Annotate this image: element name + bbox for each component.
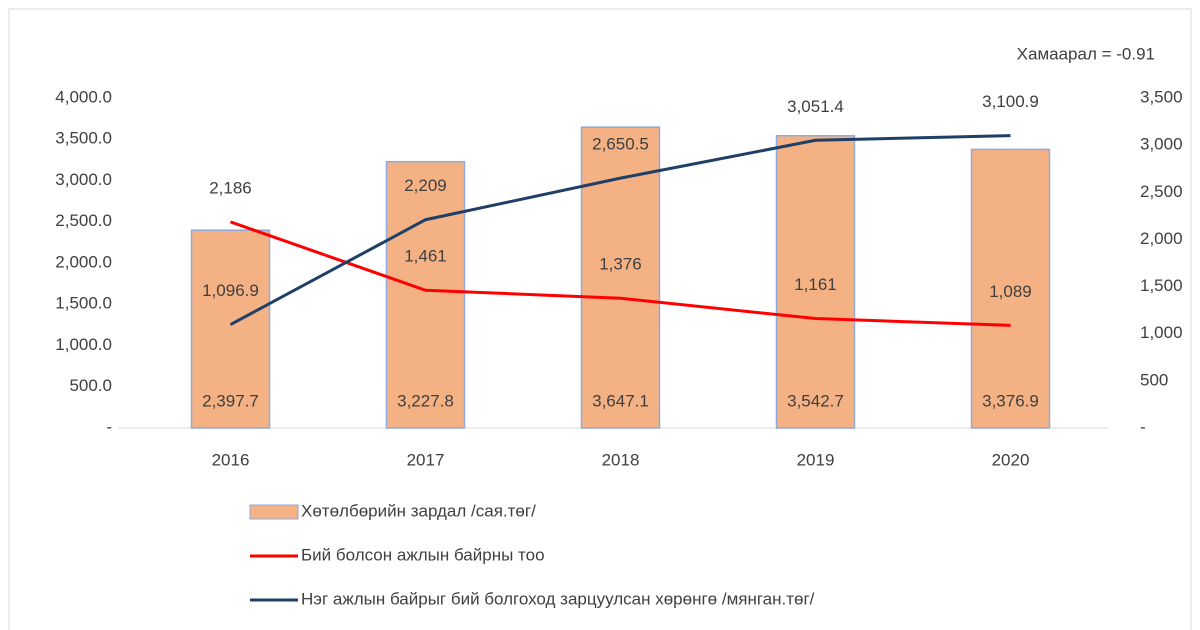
yticks-label: 1,000.0 bbox=[55, 335, 112, 354]
x-tick-label: 2020 bbox=[992, 450, 1030, 469]
value-label: 1,089 bbox=[989, 282, 1032, 301]
value-label: 1,096.9 bbox=[202, 281, 259, 300]
y2ticks-label: 3,500 bbox=[1140, 87, 1183, 106]
value-label: 3,227.8 bbox=[397, 391, 454, 410]
value-label: 3,542.7 bbox=[787, 391, 844, 410]
y2ticks-label: 1,500 bbox=[1140, 276, 1183, 295]
x-tick-label: 2017 bbox=[407, 450, 445, 469]
yticks-label: - bbox=[106, 417, 112, 436]
legend-label: Хөтөлбөрийн зардал /сая.төг/ bbox=[301, 501, 536, 520]
legend-label: Нэг ажлын байрыг бий болгоход зарцуулсан… bbox=[301, 589, 815, 608]
value-label: 1,376 bbox=[599, 255, 642, 274]
line bbox=[230, 220, 1011, 327]
yticks-label: 3,500.0 bbox=[55, 129, 112, 148]
value-label: 3,051.4 bbox=[787, 97, 844, 116]
y2ticks-label: 500 bbox=[1140, 370, 1168, 389]
bar bbox=[580, 126, 661, 429]
value-label: 2,209 bbox=[404, 176, 447, 195]
legend-swatch bbox=[249, 504, 299, 520]
value-label: 1,461 bbox=[404, 247, 447, 266]
y2ticks-label: 3,000 bbox=[1140, 135, 1183, 154]
y2ticks-label: 2,500 bbox=[1140, 182, 1183, 201]
line bbox=[229, 134, 1011, 326]
value-label: 3,376.9 bbox=[982, 391, 1039, 410]
value-label: 2,397.7 bbox=[202, 391, 259, 410]
bar bbox=[970, 148, 1051, 429]
yticks-label: 2,500.0 bbox=[55, 211, 112, 230]
y2ticks-label: - bbox=[1140, 417, 1146, 436]
bar bbox=[775, 134, 856, 429]
yticks-label: 500.0 bbox=[69, 376, 112, 395]
yticks-label: 2,000.0 bbox=[55, 252, 112, 271]
yticks-label: 1,500.0 bbox=[55, 294, 112, 313]
value-label: 2,650.5 bbox=[592, 135, 649, 154]
value-label: 3,100.9 bbox=[982, 92, 1039, 111]
yticks-label: 4,000.0 bbox=[55, 87, 112, 106]
y2ticks-label: 1,000 bbox=[1140, 323, 1183, 342]
value-label: 1,161 bbox=[794, 275, 837, 294]
y2ticks-label: 2,000 bbox=[1140, 229, 1183, 248]
x-tick-label: 2018 bbox=[602, 450, 640, 469]
bar bbox=[190, 229, 271, 429]
yticks-label: 3,000.0 bbox=[55, 170, 112, 189]
annotation: Хамаарал = -0.91 bbox=[1017, 44, 1155, 63]
value-label: 3,647.1 bbox=[592, 391, 649, 410]
legend-label: Бий болсон ажлын байрны тоо bbox=[301, 545, 545, 564]
x-tick-label: 2019 bbox=[797, 450, 835, 469]
x-tick-label: 2016 bbox=[212, 450, 250, 469]
bar bbox=[385, 160, 466, 429]
value-label: 2,186 bbox=[209, 178, 252, 197]
